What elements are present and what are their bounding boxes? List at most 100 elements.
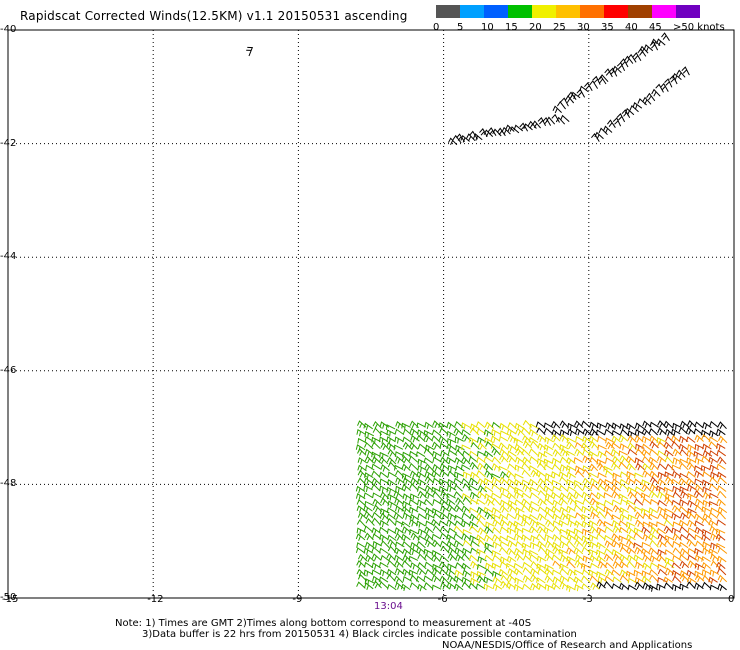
wind-barb [468, 456, 479, 463]
wind-barb [498, 465, 508, 472]
wind-barb [460, 519, 471, 527]
wind-barb [559, 581, 570, 590]
wind-barb [401, 526, 412, 534]
wind-barb [664, 449, 674, 458]
wind-barb [513, 567, 524, 576]
wind-barb [380, 497, 390, 506]
wind-barb [357, 420, 367, 428]
wind-barb [657, 478, 667, 486]
wind-barb [596, 518, 607, 527]
wind-barb [431, 470, 441, 478]
wind-barb [500, 574, 510, 583]
wind-barb [671, 562, 681, 570]
wind-barb [574, 520, 584, 528]
wind-barb [447, 137, 458, 146]
x-tick-label: -3 [582, 594, 593, 605]
wind-barb [439, 442, 449, 449]
wind-barb [416, 540, 426, 549]
wind-barb [530, 567, 540, 576]
wind-barb [710, 471, 720, 479]
wind-barb [656, 527, 666, 535]
wind-barb [559, 575, 570, 583]
wind-barb [408, 519, 419, 527]
wind-barb [499, 448, 509, 457]
wind-barb [506, 470, 516, 478]
wind-barb [611, 430, 622, 436]
wind-barb [446, 540, 456, 549]
wind-barb [552, 560, 562, 568]
wind-barb [409, 582, 420, 589]
wind-barb [492, 554, 503, 562]
wind-barb [477, 527, 488, 535]
wind-barb [626, 560, 636, 569]
wind-barb [423, 448, 434, 456]
wind-barb [687, 547, 697, 554]
wind-barb [417, 583, 427, 592]
wind-barb [625, 499, 636, 506]
wind-barb [386, 436, 396, 444]
wind-barb [664, 549, 674, 556]
wind-barb [453, 575, 464, 583]
wind-barb [372, 427, 382, 436]
wind-barb [560, 114, 570, 122]
x-tick-label: -12 [147, 594, 164, 605]
wind-barb [438, 520, 449, 527]
wind-barb [416, 429, 427, 437]
wind-barb [491, 421, 502, 429]
wind-barb [634, 435, 644, 443]
wind-barb [678, 443, 689, 452]
wind-barb [543, 427, 554, 435]
wind-barb [671, 470, 682, 479]
wind-barb [588, 548, 599, 557]
wind-barb [560, 448, 570, 456]
wind-barb [566, 471, 576, 480]
y-tick-label: -46 [0, 364, 17, 376]
wind-barb [701, 556, 711, 562]
wind-barb [410, 562, 420, 570]
wind-barb [372, 498, 382, 507]
legend-swatch [484, 5, 508, 18]
wind-barb [679, 533, 689, 541]
wind-barb [536, 577, 546, 584]
wind-barb [453, 504, 464, 513]
wind-barb [663, 519, 674, 527]
wind-barb [567, 519, 577, 528]
wind-barb [709, 553, 720, 562]
wind-barb [529, 553, 539, 561]
wind-barb [596, 501, 606, 508]
wind-barb [364, 472, 374, 480]
legend-label: 40 [625, 22, 638, 33]
wind-barb [522, 514, 532, 522]
wind-barb [529, 525, 539, 534]
wind-barb [380, 442, 390, 451]
wind-barb [543, 526, 554, 534]
wind-barb [657, 427, 667, 436]
legend-label: 45 [649, 22, 662, 33]
legend-label: 5 [457, 22, 464, 33]
wind-barb [363, 582, 374, 590]
wind-barb [625, 455, 636, 464]
wind-barb [394, 428, 405, 436]
wind-barb [679, 448, 689, 457]
wind-barb [589, 80, 599, 89]
wind-barb [608, 67, 618, 77]
wind-barb [514, 547, 524, 556]
wind-barb [552, 525, 562, 534]
wind-barb [386, 513, 397, 520]
wind-barb [716, 463, 726, 470]
wind-barb [509, 126, 520, 134]
wind-barb [521, 479, 532, 486]
wind-barb [357, 464, 367, 473]
wind-barb [589, 541, 599, 549]
wind-barb [657, 491, 667, 499]
wind-barb [637, 98, 647, 106]
wind-barb [716, 511, 726, 520]
wind-barb [663, 582, 674, 590]
wind-barb [686, 569, 696, 578]
wind-barb [401, 568, 412, 577]
y-tick-label: -42 [0, 137, 17, 149]
wind-barb [386, 528, 397, 535]
wind-barb [365, 554, 375, 563]
wind-barb [552, 513, 562, 521]
wind-barb [439, 575, 449, 584]
